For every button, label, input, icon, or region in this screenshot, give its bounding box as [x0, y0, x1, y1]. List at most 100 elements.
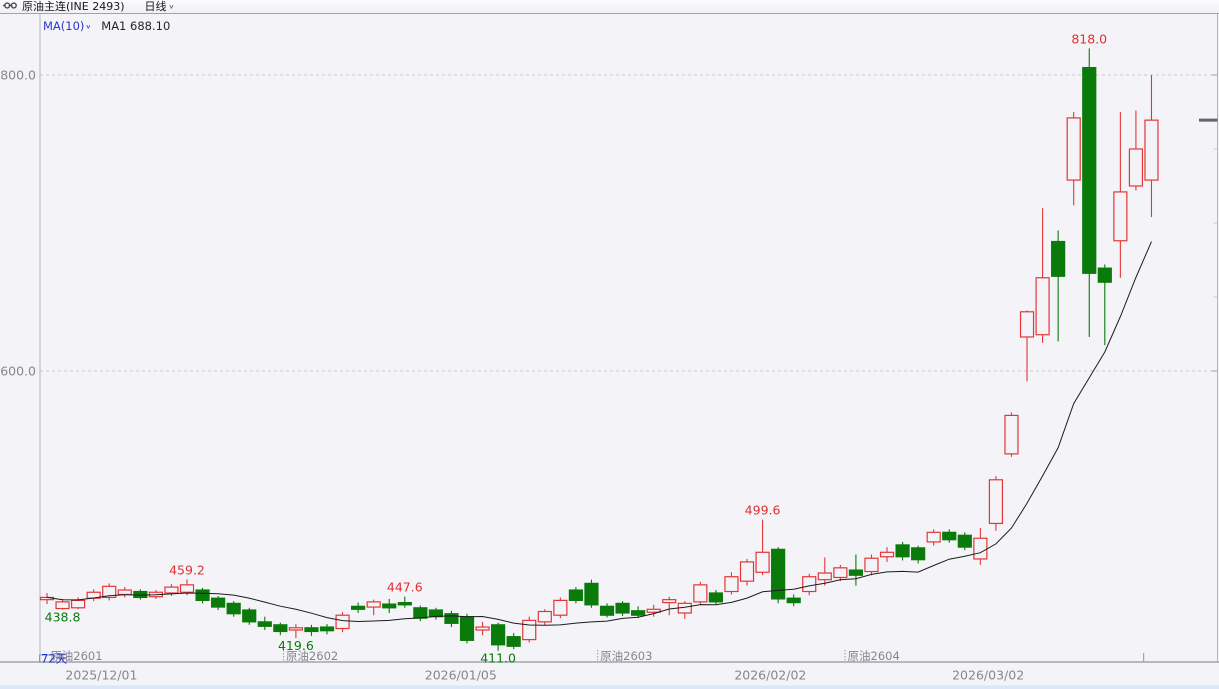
candle: [1082, 48, 1097, 337]
candle-body: [599, 605, 615, 616]
candle-body: [584, 582, 599, 606]
candle: [895, 541, 910, 561]
candle: [973, 527, 988, 565]
candle: [55, 598, 70, 610]
x-axis-date-label: 2025/12/01: [65, 668, 137, 683]
x-axis-date-label: 2026/03/02: [952, 668, 1024, 683]
candle-body: [444, 613, 459, 624]
candle: [817, 557, 832, 586]
candle-body: [864, 557, 879, 573]
indicator-row: MA(10) ∨ MA1 688.10: [43, 19, 170, 33]
candle-body: [397, 602, 412, 606]
chart-titlebar: 原油主连(INE 2493) 日线 ∨: [0, 0, 1219, 14]
visible-days-box: [39, 654, 64, 663]
candle-body: [646, 608, 661, 613]
candle-body: [817, 572, 832, 581]
candle-body: [755, 551, 770, 573]
contract-label: 原油2604: [848, 649, 900, 663]
candle-body: [553, 599, 568, 616]
candle-body: [693, 584, 708, 603]
candle-body: [1066, 117, 1081, 181]
bottom-strip: [0, 685, 1219, 689]
candle: [646, 604, 661, 617]
candle-body: [973, 537, 988, 560]
candle-body: [382, 603, 397, 609]
candle-body: [537, 610, 552, 623]
candle-body: [428, 609, 443, 618]
candle-body: [1113, 191, 1128, 242]
candle: [724, 572, 739, 595]
ma10-line: [46, 241, 1152, 626]
candle: [1128, 110, 1144, 191]
candle-body: [1004, 414, 1019, 455]
candle-body: [304, 627, 319, 633]
candle: [102, 583, 117, 601]
candle-body: [211, 597, 226, 608]
candle: [335, 612, 350, 633]
candle: [86, 589, 101, 602]
candle-body: [226, 602, 241, 615]
candle: [1113, 112, 1128, 278]
candle-body: [911, 547, 926, 561]
candle: [848, 554, 864, 586]
candle-body: [1051, 240, 1066, 277]
x-axis-date-label: 2026/02/02: [734, 668, 806, 683]
price-annotation-high: 818.0: [1071, 31, 1107, 46]
period-label: 日线: [144, 0, 167, 13]
candle: [864, 554, 879, 576]
ma-selector[interactable]: MA(10) ∨: [43, 19, 91, 33]
candle: [288, 624, 303, 638]
candle: [304, 624, 319, 636]
candle: [553, 597, 568, 619]
candle-body: [335, 614, 350, 630]
period-selector[interactable]: 日线 ∨: [145, 0, 175, 13]
chevron-down-icon: ∨: [168, 3, 175, 10]
candle: [537, 609, 552, 626]
candle: [1035, 208, 1050, 343]
candle-body: [895, 544, 910, 558]
candle: [319, 624, 335, 635]
price-annotation-low: 411.0: [480, 651, 516, 666]
candle: [708, 590, 724, 605]
candle-body: [662, 599, 677, 604]
candle: [693, 581, 708, 605]
candle: [459, 613, 475, 644]
candle-body: [615, 602, 630, 614]
candle-body: [117, 589, 132, 596]
candle-body: [833, 567, 848, 579]
chevron-down-icon: ∨: [85, 22, 92, 30]
candle-body: [786, 597, 801, 604]
candle-body: [568, 589, 584, 601]
candle: [677, 601, 692, 619]
candle-body: [522, 619, 537, 641]
candle: [833, 564, 848, 582]
candle-body: [459, 616, 475, 641]
candle-body: [739, 561, 755, 582]
candle: [179, 579, 195, 596]
candle-body: [631, 610, 646, 616]
candle-body: [366, 601, 381, 608]
candle-body: [926, 531, 941, 543]
candle: [242, 607, 257, 625]
candle: [802, 573, 817, 596]
y-axis-label: 600.0: [0, 364, 36, 379]
candle-body: [413, 607, 428, 619]
candle: [522, 616, 537, 643]
candle: [117, 587, 132, 598]
x-axis-date-label: 2026/01/05: [425, 668, 497, 683]
candle-body: [879, 551, 895, 558]
price-annotation-high: 499.6: [745, 503, 781, 518]
contract-label: 原油2603: [600, 649, 652, 663]
candle: [428, 607, 443, 620]
candle: [942, 529, 957, 543]
candle: [988, 476, 1004, 531]
price-annotation-low: 419.6: [278, 638, 314, 653]
candle-body: [179, 584, 195, 593]
ma1-value: MA1 688.10: [101, 19, 171, 33]
candle: [911, 545, 926, 564]
candle: [413, 605, 428, 622]
candle-body: [257, 621, 272, 627]
candle: [584, 579, 599, 608]
